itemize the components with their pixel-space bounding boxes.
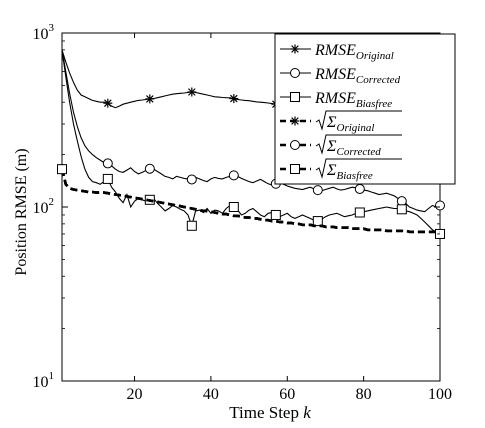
legend-entry-rmse_corrected: RMSECorrected — [314, 66, 401, 86]
marker-circle-shape — [312, 185, 323, 196]
marker-square-shape — [312, 216, 323, 227]
marker-square-shape — [186, 220, 197, 231]
legend-entry-rmse_biasfree: RMSEBiasfree — [314, 90, 392, 110]
legend-marker — [290, 68, 300, 78]
y-axis-label: Position RMSE (m) — [13, 148, 30, 275]
marker-circle-shape — [290, 140, 300, 150]
marker-square-shape — [270, 209, 281, 220]
x-tick-label: 20 — [127, 386, 143, 403]
marker-circle-shape — [354, 183, 365, 194]
series-marker-rmse_corrected — [354, 183, 365, 194]
legend-entry-sqrt_sigma_corrected: ΣCorrected — [326, 138, 381, 158]
marker-star-stroke — [146, 95, 154, 103]
marker-circle-shape — [186, 174, 197, 185]
marker-square-shape — [290, 92, 300, 102]
legend-marker — [290, 140, 300, 150]
series-marker-rmse_biasfree — [102, 173, 113, 184]
legend-sqrt-sign — [315, 134, 402, 155]
series-marker-rmse_biasfree — [396, 204, 407, 215]
marker-square-shape — [228, 202, 239, 212]
marker-circle-shape — [435, 200, 445, 211]
series-marker-rmse_corrected — [435, 200, 445, 211]
marker-star-stroke — [188, 88, 196, 96]
marker-square-shape — [290, 164, 300, 174]
series-marker-rmse_original — [187, 87, 197, 97]
series-marker-rmse_corrected — [102, 158, 113, 169]
series-marker-rmse_original — [145, 94, 155, 104]
series-marker-rmse_biasfree — [354, 207, 365, 218]
y-tick-label: 101 — [33, 370, 55, 391]
marker-square-shape — [102, 173, 113, 184]
marker-square-shape — [354, 207, 365, 218]
legend-entry-sqrt_sigma_original: ΣOriginal — [326, 114, 374, 134]
legend: RMSEOriginal RMSECorrected RMSEBiasfree ΣOr… — [274, 33, 456, 185]
series-line-rmse_biasfree — [61, 49, 441, 235]
legend-marker — [290, 44, 300, 54]
x-tick-label: 100 — [428, 386, 452, 403]
marker-square-shape — [57, 164, 67, 175]
series-marker-rmse_corrected — [186, 174, 197, 185]
series-marker-rmse_corrected — [312, 185, 323, 196]
marker-circle-shape — [144, 163, 155, 174]
x-axis-label: Time Step k — [229, 403, 311, 422]
x-axis-label-var: k — [303, 403, 311, 422]
marker-circle-shape — [102, 158, 113, 169]
series-line-sqrt_sigma_biasfree — [60, 168, 440, 234]
legend-marker — [290, 164, 300, 174]
marker-star-stroke — [291, 117, 299, 125]
series-marker-rmse_original — [229, 94, 239, 104]
marker-circle-shape — [290, 68, 300, 78]
x-tick-label: 40 — [203, 386, 219, 403]
legend-sqrt-sign — [315, 110, 402, 131]
y-tick-label: 102 — [33, 196, 55, 217]
marker-circle-shape — [228, 170, 239, 181]
series-marker-rmse_original — [103, 98, 113, 108]
marker-square-shape — [396, 204, 407, 215]
marker-star-stroke — [291, 45, 299, 53]
legend-entry-rmse_original: RMSEOriginal — [314, 42, 394, 62]
series-marker-rmse_biasfree — [270, 209, 281, 220]
x-tick-label: 60 — [279, 386, 295, 403]
series-marker-rmse_corrected — [144, 163, 155, 174]
marker-star-stroke — [104, 99, 112, 107]
legend-marker — [290, 116, 300, 126]
series-marker-rmse_biasfree — [312, 216, 323, 227]
y-tick-label: 103 — [33, 22, 55, 43]
series-marker-rmse_biasfree — [186, 220, 197, 231]
legend-sqrt-sign — [315, 158, 402, 179]
series-marker-rmse_corrected — [228, 170, 239, 181]
series-line-rmse_corrected — [61, 49, 441, 213]
legend-entry-sqrt_sigma_biasfree: ΣBiasfree — [326, 162, 373, 182]
legend-marker — [290, 92, 300, 102]
series-marker-sqrt_sigma_biasfree — [57, 164, 67, 175]
x-axis-label-text: Time Step — [229, 403, 303, 422]
series-marker-rmse_biasfree — [228, 202, 239, 212]
marker-star-stroke — [230, 94, 238, 103]
x-tick-label: 80 — [356, 386, 372, 403]
